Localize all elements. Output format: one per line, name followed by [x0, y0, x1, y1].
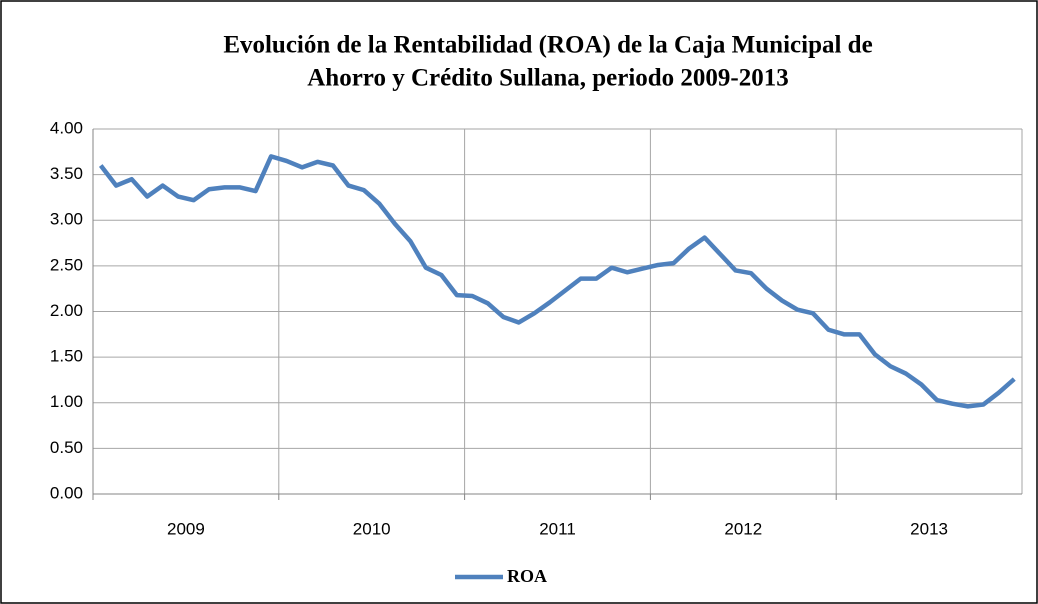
x-tick-label: 2013 — [910, 519, 948, 538]
x-tick-label: 2009 — [167, 519, 205, 538]
x-tick-label: 2010 — [353, 519, 391, 538]
x-tick-label: 2012 — [724, 519, 762, 538]
y-tick-label: 3.50 — [50, 164, 83, 183]
legend-label: ROA — [507, 566, 547, 586]
data-line — [98, 154, 1016, 409]
y-tick-label: 0.00 — [50, 483, 83, 502]
chart-title: Evolución de la Rentabilidad (ROA) de la… — [223, 32, 872, 59]
y-tick-label: 2.00 — [50, 301, 83, 320]
y-tick-label: 1.50 — [50, 347, 83, 366]
chart-title: Ahorro y Crédito Sullana, periodo 2009-2… — [307, 65, 789, 92]
y-tick-label: 2.50 — [50, 255, 83, 274]
x-tick-label: 2011 — [539, 519, 576, 538]
y-tick-label: 0.50 — [50, 438, 83, 457]
y-tick-label: 1.00 — [50, 392, 83, 411]
y-tick-label: 3.00 — [50, 210, 83, 229]
y-tick-label: 4.00 — [50, 118, 83, 137]
